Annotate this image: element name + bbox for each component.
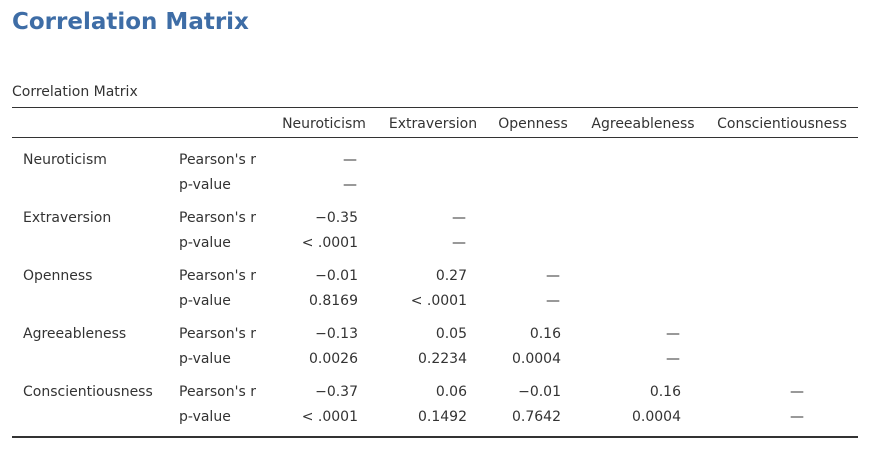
table-header-rule — [12, 137, 858, 138]
p-value-cell: 0.0004 — [632, 409, 681, 425]
stat-label-pearson: Pearson's r — [179, 326, 256, 342]
stat-label-pearson: Pearson's r — [179, 268, 256, 284]
row-label-openness: Openness — [23, 268, 93, 284]
pearson-r-cell: 0.16 — [529, 326, 561, 342]
table-top-rule — [12, 107, 858, 108]
p-value-cell: 0.7642 — [512, 409, 561, 425]
stat-label-pvalue: p-value — [179, 293, 231, 309]
stat-label-pvalue: p-value — [179, 351, 231, 367]
column-header-neuroticism: Neuroticism — [282, 116, 366, 132]
pearson-r-cell: 0.05 — [435, 326, 467, 342]
p-value-cell: 0.2234 — [418, 351, 467, 367]
p-value-cell: — — [666, 351, 680, 367]
page-title: Correlation Matrix — [12, 9, 249, 35]
pearson-r-cell: — — [343, 152, 357, 168]
p-value-cell: — — [343, 177, 357, 193]
stat-label-pearson: Pearson's r — [179, 210, 256, 226]
pearson-r-cell: — — [790, 384, 804, 400]
table-bottom-rule — [12, 436, 858, 438]
p-value-cell: 0.0026 — [309, 351, 358, 367]
stat-label-pvalue: p-value — [179, 235, 231, 251]
pearson-r-cell: 0.27 — [435, 268, 467, 284]
pearson-r-cell: −0.13 — [315, 326, 358, 342]
stat-label-pvalue: p-value — [179, 409, 231, 425]
p-value-cell: 0.1492 — [418, 409, 467, 425]
pearson-r-cell: 0.16 — [649, 384, 681, 400]
pearson-r-cell: — — [452, 210, 466, 226]
column-header-openness: Openness — [498, 116, 568, 132]
pearson-r-cell: −0.01 — [518, 384, 561, 400]
stat-label-pvalue: p-value — [179, 177, 231, 193]
pearson-r-cell: 0.06 — [435, 384, 467, 400]
column-header-conscientiousness: Conscientiousness — [717, 116, 847, 132]
table-caption: Correlation Matrix — [12, 84, 138, 100]
column-header-extraversion: Extraversion — [388, 116, 478, 132]
p-value-cell: < .0001 — [410, 293, 467, 309]
row-label-extraversion: Extraversion — [23, 210, 112, 226]
pearson-r-cell: −0.37 — [315, 384, 358, 400]
row-label-agreeableness: Agreeableness — [23, 326, 127, 342]
p-value-cell: < .0001 — [301, 409, 358, 425]
pearson-r-cell: — — [666, 326, 680, 342]
p-value-cell: 0.0004 — [512, 351, 561, 367]
stat-label-pearson: Pearson's r — [179, 152, 256, 168]
p-value-cell: < .0001 — [301, 235, 358, 251]
pearson-r-cell: −0.01 — [315, 268, 358, 284]
p-value-cell: 0.8169 — [309, 293, 358, 309]
row-label-neuroticism: Neuroticism — [23, 152, 107, 168]
pearson-r-cell: — — [546, 268, 560, 284]
p-value-cell: — — [452, 235, 466, 251]
column-header-agreeableness: Agreeableness — [591, 116, 695, 132]
pearson-r-cell: −0.35 — [315, 210, 358, 226]
row-label-conscientiousness: Conscientiousness — [23, 384, 153, 400]
stat-label-pearson: Pearson's r — [179, 384, 256, 400]
p-value-cell: — — [790, 409, 804, 425]
p-value-cell: — — [546, 293, 560, 309]
